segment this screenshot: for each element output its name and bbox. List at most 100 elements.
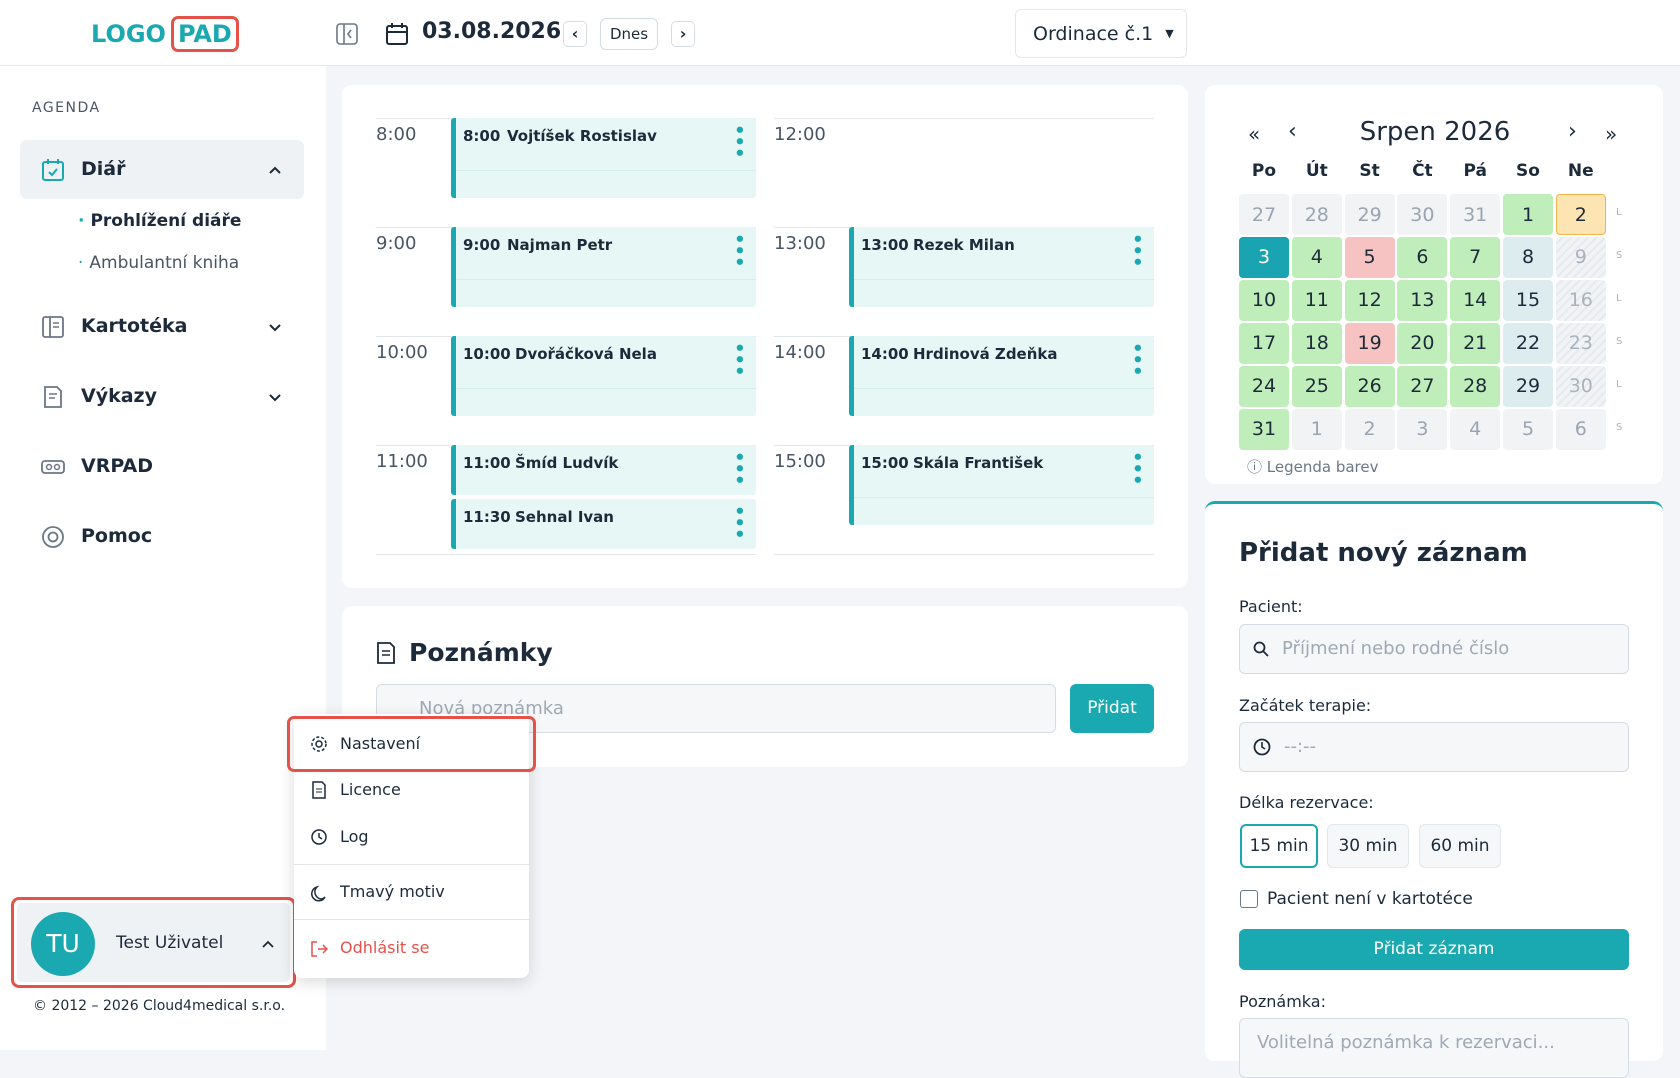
appointment[interactable]: 15:00 Skála František ••• [849, 445, 1154, 525]
cal-next[interactable]: › [1568, 119, 1577, 144]
user-menu: Nastavení Licence Log Tmavý motiv Odhlás… [294, 714, 529, 978]
start-input[interactable]: --:-- [1239, 722, 1629, 772]
calendar-day[interactable]: 31 [1450, 194, 1501, 235]
calendar-day[interactable]: 29 [1503, 365, 1553, 407]
calendar-day[interactable]: 26 [1344, 365, 1395, 407]
placeholder: --:-- [1284, 736, 1317, 757]
appointment-menu[interactable]: ••• [728, 124, 749, 159]
duration-option[interactable]: 15 min [1240, 824, 1318, 868]
calendar-day[interactable]: 3 [1397, 408, 1448, 450]
appointment-menu[interactable]: ••• [728, 451, 749, 486]
calendar-day[interactable]: 27 [1239, 194, 1289, 235]
calendar-day[interactable]: 2 [1555, 194, 1606, 235]
today-button[interactable]: Dnes [600, 18, 658, 50]
calendar-day[interactable]: 29 [1344, 194, 1395, 235]
chevron [262, 940, 274, 948]
legend-label: Legenda barev [1266, 458, 1379, 476]
appointment-menu[interactable]: ••• [728, 233, 749, 268]
appointment[interactable]: 13:00 Rezek Milan ••• [849, 227, 1154, 307]
calendar-day[interactable]: 9 [1555, 236, 1606, 278]
settings-icon [311, 736, 327, 752]
calendar-day[interactable]: 12 [1344, 279, 1395, 321]
caret: ▼ [1165, 27, 1174, 40]
calendar-day[interactable]: 22 [1503, 322, 1553, 364]
calendar-day[interactable]: 31 [1239, 408, 1289, 450]
calendar-day[interactable]: 2 [1344, 408, 1395, 450]
calendar-day[interactable]: 11 [1291, 279, 1342, 321]
calendar-day[interactable]: 25 [1291, 365, 1342, 407]
appointment[interactable]: 14:00 Hrdinová Zdeňka ••• [849, 336, 1154, 416]
calendar-day[interactable]: 27 [1397, 365, 1448, 407]
calendar-day[interactable]: 30 [1397, 194, 1448, 235]
menu-item[interactable]: Tmavý motiv [340, 882, 445, 901]
legend-link[interactable]: ⓘ Legenda barev [1247, 458, 1379, 476]
duration-option[interactable]: 60 min [1419, 824, 1501, 868]
calendar-day[interactable]: 14 [1450, 279, 1501, 321]
appointment[interactable]: 9:00 Najman Petr ••• [451, 227, 756, 307]
duration-option[interactable]: 30 min [1327, 824, 1409, 868]
calendar-day[interactable]: 1 [1503, 194, 1553, 235]
nav-item[interactable]: Výkazy [81, 385, 157, 407]
calendar-day[interactable]: 7 [1450, 236, 1501, 278]
calendar-day[interactable]: 5 [1344, 236, 1395, 278]
prev-day[interactable]: ‹ [563, 21, 587, 47]
sub-nav-item[interactable]: · Prohlížení diáře [78, 211, 242, 231]
menu-item[interactable]: Log [340, 827, 369, 846]
add-note-button[interactable]: Přidat [1070, 684, 1154, 733]
calendar-day[interactable]: 28 [1291, 194, 1342, 235]
row-line [774, 118, 1154, 119]
menu-item[interactable]: Nastavení [340, 734, 421, 753]
calendar-day[interactable]: 4 [1291, 236, 1342, 278]
calendar-day[interactable]: 21 [1450, 322, 1501, 364]
calendar-day[interactable]: 17 [1239, 322, 1289, 364]
patient-input[interactable]: Příjmení nebo rodné číslo [1239, 624, 1629, 674]
collapse-button[interactable] [336, 23, 358, 45]
calendar-day[interactable]: 15 [1503, 279, 1553, 321]
clinic-select[interactable]: Ordinace č.1 ▼ [1015, 9, 1187, 58]
calendar-day[interactable]: 23 [1555, 322, 1606, 364]
note-input[interactable]: Nová poznámka [376, 684, 1056, 733]
calendar-day[interactable]: 10 [1239, 279, 1289, 321]
chevron [269, 394, 281, 402]
calendar-day[interactable]: 8 [1503, 236, 1553, 278]
checkbox[interactable] [1240, 890, 1258, 908]
cal-first[interactable]: « [1248, 122, 1261, 146]
cal-last[interactable]: » [1605, 122, 1618, 146]
calendar-day[interactable]: 6 [1397, 236, 1448, 278]
calendar-day[interactable]: 20 [1397, 322, 1448, 364]
calendar-day[interactable]: 5 [1503, 408, 1553, 450]
calendar-day[interactable]: 1 [1291, 408, 1342, 450]
calendar-day[interactable]: 13 [1397, 279, 1448, 321]
calendar-day[interactable]: 16 [1555, 279, 1606, 321]
calendar-day[interactable]: 18 [1291, 322, 1342, 364]
calendar-day[interactable]: 6 [1555, 408, 1606, 450]
calendar-day[interactable]: 19 [1344, 322, 1395, 364]
appointment[interactable]: 11:30 Sehnal Ivan ••• [451, 499, 756, 549]
menu-item[interactable]: Odhlásit se [340, 938, 430, 957]
appointment[interactable]: 10:00 Dvořáčková Nela ••• [451, 336, 756, 416]
appointment-menu[interactable]: ••• [1126, 233, 1147, 268]
sub-nav-item[interactable]: · Ambulantní kniha [78, 253, 240, 273]
calendar-day[interactable]: 4 [1450, 408, 1501, 450]
calendar-day[interactable]: 3 [1239, 236, 1289, 278]
note-textarea[interactable]: Volitelná poznámka k rezervaci... [1239, 1018, 1629, 1078]
next-day[interactable]: › [671, 21, 695, 47]
appointment-menu[interactable]: ••• [1126, 451, 1147, 486]
appointment-menu[interactable]: ••• [728, 505, 749, 540]
cal-prev[interactable]: ‹ [1288, 119, 1297, 144]
field-label: Poznámka: [1239, 992, 1326, 1011]
calendar-day[interactable]: 28 [1450, 365, 1501, 407]
calendar-day[interactable]: 24 [1239, 365, 1289, 407]
nav-item[interactable]: Pomoc [81, 525, 153, 547]
appointment[interactable]: 11:00 Šmíd Ludvík ••• [451, 445, 756, 495]
submit-button[interactable]: Přidat záznam [1239, 929, 1629, 970]
appointment-menu[interactable]: ••• [1126, 342, 1147, 377]
menu-item[interactable]: Licence [340, 780, 401, 799]
nav-item[interactable]: Diář [81, 158, 126, 180]
appointment-menu[interactable]: ••• [728, 342, 749, 377]
calendar-day[interactable]: 30 [1555, 365, 1606, 407]
appointment[interactable]: 8:00 Vojtíšek Rostislav ••• [451, 118, 756, 198]
nav-item[interactable]: Kartotéka [81, 315, 188, 337]
nav-item[interactable]: VRPAD [81, 455, 153, 477]
